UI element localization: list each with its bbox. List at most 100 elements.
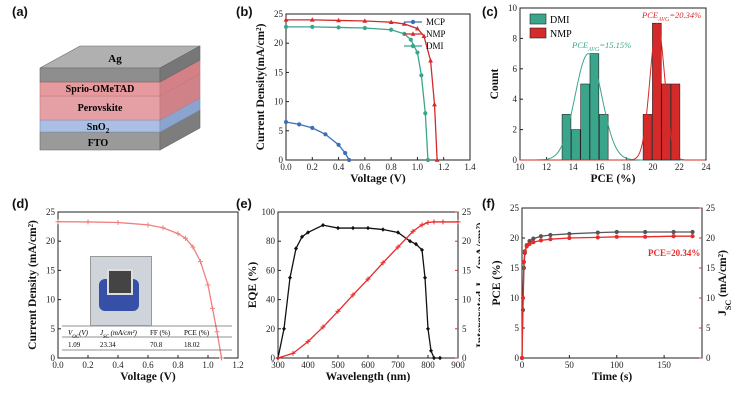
jsc-data-point [614,234,619,239]
pce-avg-annotation-nmp: PCEAVG=20.34% [641,10,701,23]
jv-data-point [145,222,151,228]
right-y-axis-label: Intergrated JSC (mA/cm²) [475,222,480,348]
jsc-data-point [520,295,526,301]
panel-label-c: (c) [482,4,498,19]
integrated-jsc-data-point [350,292,356,298]
data-point-nmp [336,17,341,23]
x-tick-label: 400 [301,360,315,370]
right-y-axis-label: JSC (mA/cm²) [717,250,733,316]
integrated-jsc-data-point [410,228,416,234]
right-y-tick-label: 0 [462,353,467,363]
eqe-line [277,224,440,359]
eqe-chart: 300 400 500 600 700 800 900020406080100Wavelen… [247,207,480,383]
jv-data-point [219,355,224,361]
panel-label-f: (f) [482,196,495,211]
data-point-dmi [419,73,424,78]
x-axis-label: PCE (%) [590,173,635,185]
eqe-data-point [414,241,418,247]
pce-data-point [671,229,676,235]
legend-label-dmi: DMI [426,41,444,51]
right-y-tick-label: 25 [462,207,472,217]
x-tick-label: 0.6 [359,162,371,172]
data-point-dmi [408,37,413,42]
y-tick-label: 25 [510,203,520,213]
series-line-mcp [285,121,350,161]
data-point-dmi [389,27,394,32]
pce-data-point [567,231,572,236]
histogram-bar-nmp [670,83,681,161]
x-tick-label: 0 [520,360,525,370]
x-tick-label: 22 [675,162,684,172]
x-tick-label: 700 [391,360,405,370]
y-tick-label: 25 [46,207,56,217]
table-header-cell: JSC (mA/cm²) [100,329,137,340]
eqe-data-point [288,275,292,280]
jsc-data-point [538,238,544,243]
data-point-nmp [415,26,420,31]
device-photo-inset [90,256,152,326]
right-y-tick-label: 0 [706,353,711,363]
eqe-data-point [420,247,424,253]
legend-label-nmp: NMP [550,29,572,40]
jv-data-point [175,231,181,237]
y-tick-label: 0 [515,353,520,363]
eqe-data-point [300,234,304,240]
jv-data-point [55,219,61,225]
histogram-bar-dmi [589,53,600,161]
pce-data-point [548,232,553,238]
x-tick-label: 0.8 [386,162,398,172]
x-tick-label: 0.2 [82,360,93,370]
data-point-mcp [310,125,315,130]
integrated-jsc-line [277,221,458,359]
y-axis-label: PCE (%) [491,260,503,305]
x-tick-label: 0.2 [307,162,318,172]
y-tick-label: 0 [51,353,56,363]
y-axis-label: Current Density(mA/cm²) [255,23,267,150]
y-tick-label: 15 [510,263,520,273]
integrated-jsc-data-point [440,219,446,225]
panel-label-e: (e) [236,196,252,211]
table-header-cell: PCE (%) [184,329,210,337]
data-point-nmp [421,33,427,38]
y-tick-label: 10 [46,295,56,305]
eqe-data-point [321,222,325,228]
data-point-mcp [283,119,289,125]
y-tick-label: 20 [274,38,284,48]
pce-data-point [614,229,619,235]
x-axis-label: Wavelength (nm) [326,371,411,383]
x-tick-label: 1.2 [232,360,243,370]
legend-label-mcp: MCP [426,17,445,27]
eqe-data-point [381,227,385,232]
eqe-data-point [429,348,433,353]
x-tick-label: 1.0 [202,360,214,370]
x-axis-label: Time (s) [592,371,633,383]
stabilized-output-chart: 0 50 100 150 0 5 10 15 20 25 Time (s) PCE (%) 0 5 10 15… [491,203,733,383]
legend-marker-mcp [410,19,416,25]
y-tick-label: 5 [515,323,520,333]
x-tick-label: 150 [657,360,671,370]
right-y-tick-label: 20 [706,233,716,243]
jv-data-point [198,259,203,265]
x-tick-label: 0.0 [52,360,64,370]
right-y-tick-label: 5 [462,324,467,334]
legend-marker-dmi [410,43,416,49]
histogram-bar-nmp [642,114,653,161]
integrated-jsc-data-point [320,324,326,330]
x-tick-label: 1.4 [464,162,476,172]
right-y-tick-label: 25 [706,203,716,213]
y-tick-label: 10 [274,97,284,107]
legend-marker-nmp [410,31,416,36]
pce-data-point [527,238,532,244]
jv-data-point [210,305,215,311]
jv-data-point [160,225,166,231]
data-point-dmi [415,50,420,55]
x-tick-label: 20 [648,162,658,172]
eqe-data-point [438,355,442,361]
pce-data-point [531,236,536,241]
y-axis-label: EQE (%) [247,262,259,308]
jsc-data-point [595,235,600,240]
y-tick-label: 4 [513,94,518,104]
integrated-jsc-data-point [275,355,281,361]
device-chip [107,269,133,295]
y-tick-label: 10 [508,3,518,13]
